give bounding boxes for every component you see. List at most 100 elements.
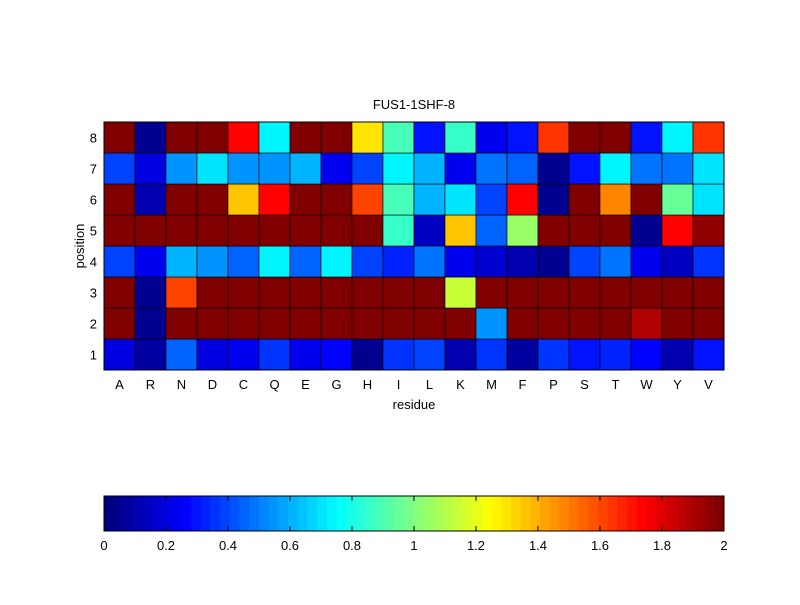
colorbar-band <box>646 496 657 531</box>
colorbar-band <box>539 496 550 531</box>
cell-V-4 <box>692 245 725 278</box>
cell-F-4 <box>506 245 539 278</box>
cell-H-1 <box>351 338 384 371</box>
cell-E-8 <box>289 121 322 154</box>
colorbar-tick-label: 2 <box>720 538 727 553</box>
cell-K-3 <box>444 276 477 309</box>
colorbar-tick-label: 1.8 <box>653 538 671 553</box>
cell-V-2 <box>692 307 725 340</box>
colorbar <box>103 495 725 532</box>
cell-Y-3 <box>661 276 694 309</box>
colorbar-band <box>588 496 599 531</box>
colorbar-band <box>491 496 502 531</box>
x-tick-label: E <box>301 377 310 392</box>
colorbar-band <box>443 496 454 531</box>
cell-P-6 <box>537 183 570 216</box>
cell-S-7 <box>568 152 601 185</box>
cell-M-2 <box>475 307 508 340</box>
colorbar-band <box>423 496 434 531</box>
cell-A-8 <box>103 121 136 154</box>
cell-W-2 <box>630 307 663 340</box>
cell-Q-2 <box>258 307 291 340</box>
cell-A-4 <box>103 245 136 278</box>
colorbar-band <box>472 496 483 531</box>
colorbar-band <box>191 496 202 531</box>
colorbar-band <box>714 496 725 531</box>
cell-W-4 <box>630 245 663 278</box>
cell-I-8 <box>382 121 415 154</box>
cell-F-2 <box>506 307 539 340</box>
cell-C-5 <box>227 214 260 247</box>
cell-D-2 <box>196 307 229 340</box>
cell-W-6 <box>630 183 663 216</box>
colorbar-band <box>123 496 134 531</box>
x-tick-label: K <box>456 377 465 392</box>
colorbar-tick-label: 0.4 <box>219 538 237 553</box>
y-tick-label: 4 <box>90 255 97 270</box>
cell-S-8 <box>568 121 601 154</box>
plot-frame <box>103 121 725 371</box>
cell-A-7 <box>103 152 136 185</box>
cell-S-3 <box>568 276 601 309</box>
cell-C-8 <box>227 121 260 154</box>
cell-Y-1 <box>661 338 694 371</box>
colorbar-band <box>239 496 250 531</box>
cell-I-3 <box>382 276 415 309</box>
cell-S-1 <box>568 338 601 371</box>
y-tick-label: 1 <box>90 348 97 363</box>
cell-Q-7 <box>258 152 291 185</box>
cell-Q-8 <box>258 121 291 154</box>
colorbar-band <box>297 496 308 531</box>
cell-F-6 <box>506 183 539 216</box>
cell-M-5 <box>475 214 508 247</box>
colorbar-band <box>181 496 192 531</box>
colorbar-band <box>200 496 211 531</box>
cell-A-5 <box>103 214 136 247</box>
colorbar-band <box>249 496 260 531</box>
cell-C-4 <box>227 245 260 278</box>
cell-P-5 <box>537 214 570 247</box>
x-tick-label: G <box>331 377 341 392</box>
colorbar-band <box>210 496 221 531</box>
cell-P-4 <box>537 245 570 278</box>
colorbar-band <box>665 496 676 531</box>
cell-F-3 <box>506 276 539 309</box>
cell-N-8 <box>165 121 198 154</box>
colorbar-band <box>307 496 318 531</box>
cell-D-8 <box>196 121 229 154</box>
cell-V-5 <box>692 214 725 247</box>
colorbar-band <box>288 496 299 531</box>
colorbar-band <box>171 496 182 531</box>
colorbar-band <box>685 496 696 531</box>
cell-M-7 <box>475 152 508 185</box>
colorbar-band <box>336 496 347 531</box>
cell-V-8 <box>692 121 725 154</box>
cell-D-3 <box>196 276 229 309</box>
cell-M-1 <box>475 338 508 371</box>
x-tick-label: L <box>426 377 433 392</box>
cell-A-2 <box>103 307 136 340</box>
x-tick-label: M <box>486 377 497 392</box>
heatmap-cells <box>103 121 725 371</box>
cell-C-7 <box>227 152 260 185</box>
cell-T-2 <box>599 307 632 340</box>
cell-L-5 <box>413 214 446 247</box>
cell-S-6 <box>568 183 601 216</box>
colorbar-band <box>607 496 618 531</box>
x-tick-label: H <box>363 377 372 392</box>
colorbar-band <box>452 496 463 531</box>
cell-P-7 <box>537 152 570 185</box>
cell-C-6 <box>227 183 260 216</box>
cell-M-3 <box>475 276 508 309</box>
cell-N-2 <box>165 307 198 340</box>
colorbar-band <box>104 496 114 531</box>
cell-P-3 <box>537 276 570 309</box>
colorbar-band <box>656 496 667 531</box>
x-tick-label: D <box>208 377 217 392</box>
cell-L-1 <box>413 338 446 371</box>
cell-W-3 <box>630 276 663 309</box>
cell-G-7 <box>320 152 353 185</box>
x-tick-label: P <box>549 377 558 392</box>
cell-A-1 <box>103 338 136 371</box>
colorbar-band <box>404 496 415 531</box>
